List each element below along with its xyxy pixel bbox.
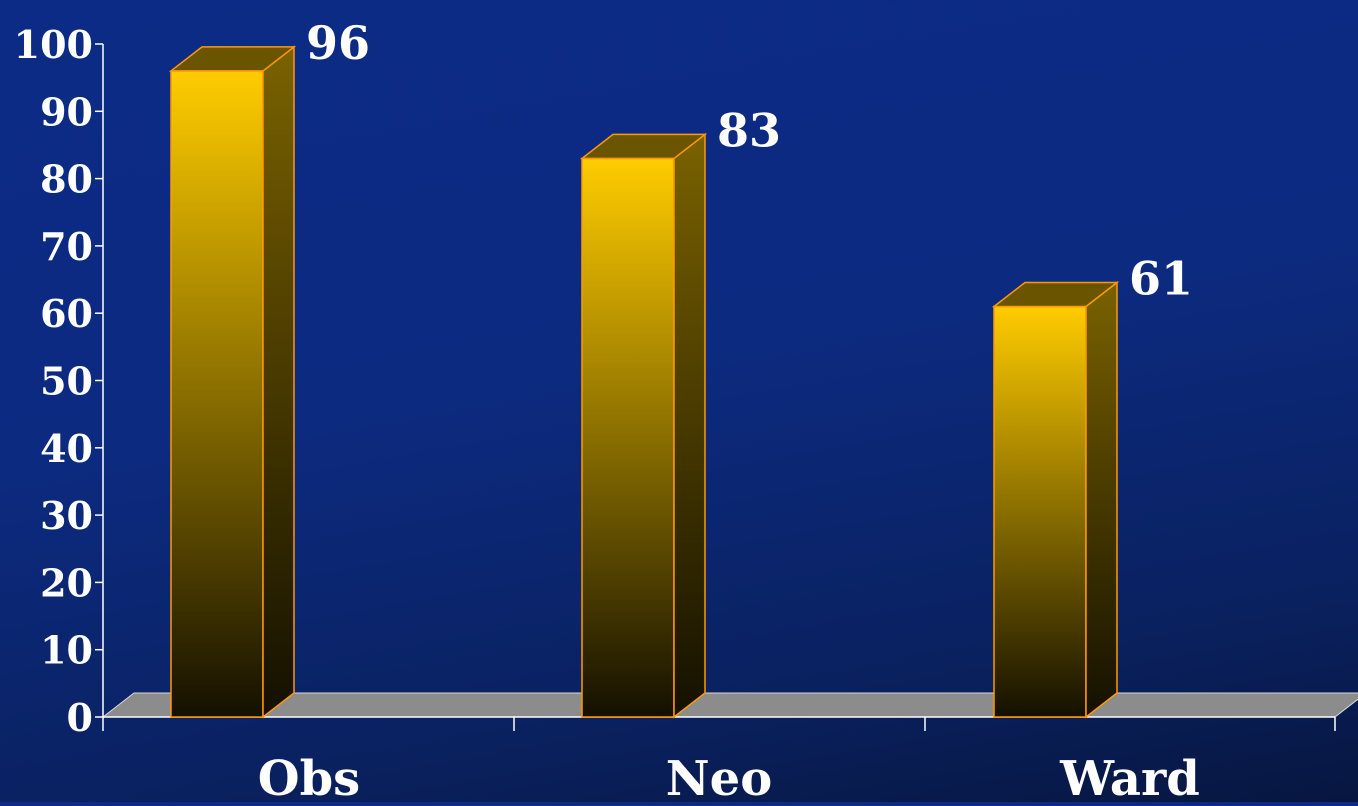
bar-side bbox=[262, 45, 295, 719]
bar-side bbox=[1085, 280, 1118, 719]
y-tick-label: 30 bbox=[40, 493, 93, 538]
y-tick-label: 60 bbox=[40, 291, 93, 336]
x-tick-label: Obs bbox=[258, 751, 360, 802]
y-tick-label: 70 bbox=[40, 224, 93, 269]
bar-front bbox=[993, 305, 1087, 718]
bar-top bbox=[168, 46, 297, 72]
data-label: 61 bbox=[1129, 251, 1193, 305]
bar bbox=[168, 45, 297, 719]
bar-front bbox=[170, 70, 264, 718]
y-tick-label: 0 bbox=[67, 695, 93, 740]
bar-top bbox=[991, 281, 1120, 308]
bar-side bbox=[673, 132, 706, 719]
y-tick-label: 40 bbox=[40, 426, 93, 471]
bar-front bbox=[581, 157, 675, 718]
x-tick-label: Ward bbox=[1059, 751, 1200, 802]
y-tick-label: 20 bbox=[40, 560, 93, 605]
x-tick-label: Neo bbox=[666, 751, 772, 802]
data-label: 96 bbox=[306, 16, 370, 70]
bar bbox=[579, 132, 708, 719]
chart-floor bbox=[101, 692, 1358, 718]
bar bbox=[991, 280, 1120, 719]
y-tick-label: 80 bbox=[40, 157, 93, 202]
y-tick-label: 90 bbox=[40, 89, 93, 134]
y-tick-label: 50 bbox=[40, 359, 93, 404]
bar-top bbox=[579, 133, 708, 160]
y-tick-label: 100 bbox=[14, 22, 93, 67]
data-label: 83 bbox=[717, 103, 781, 157]
y-tick-label: 10 bbox=[40, 628, 93, 673]
